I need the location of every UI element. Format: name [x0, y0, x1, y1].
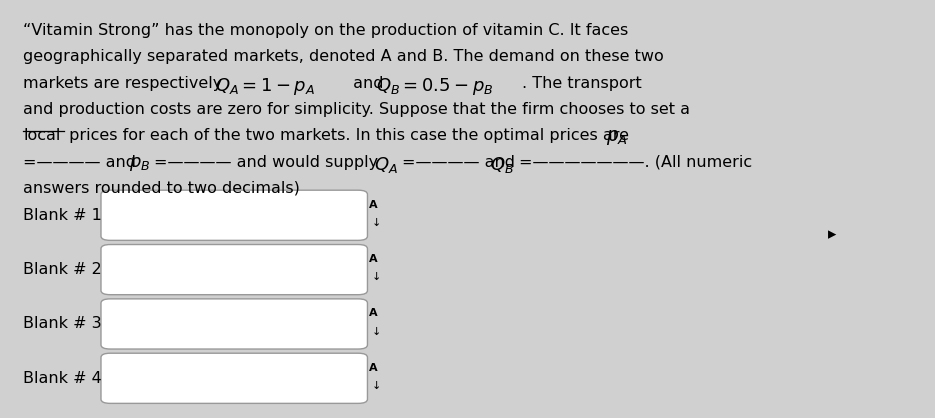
Text: ↓: ↓ — [372, 218, 381, 228]
Text: Blank # 2: Blank # 2 — [23, 262, 102, 277]
Text: and production costs are zero for simplicity. Suppose that the firm chooses to s: and production costs are zero for simpli… — [23, 102, 690, 117]
Text: Blank # 4: Blank # 4 — [23, 371, 102, 386]
Text: =———— and: =———— and — [402, 155, 520, 170]
Text: “Vitamin Strong” has the monopoly on the production of vitamin C. It faces: “Vitamin Strong” has the monopoly on the… — [23, 23, 628, 38]
Text: ↓: ↓ — [372, 381, 381, 391]
Text: . The transport: . The transport — [522, 76, 641, 91]
Text: A: A — [369, 363, 378, 373]
Text: local: local — [23, 128, 61, 143]
Text: =———— and would supply: =———— and would supply — [154, 155, 383, 170]
Text: $Q_A = 1 - p_A$: $Q_A = 1 - p_A$ — [215, 76, 315, 97]
Text: and: and — [348, 76, 388, 91]
Text: $Q_B = 0.5 - p_B$: $Q_B = 0.5 - p_B$ — [376, 76, 494, 97]
Text: ↓: ↓ — [372, 326, 381, 336]
Text: markets are respectively: markets are respectively — [23, 76, 228, 91]
Text: $p_A$: $p_A$ — [606, 128, 628, 147]
Text: $Q_A$: $Q_A$ — [374, 155, 398, 175]
Text: =———— and: =———— and — [23, 155, 141, 170]
Text: Blank # 1: Blank # 1 — [23, 208, 102, 223]
Text: ↓: ↓ — [372, 272, 381, 282]
Text: $p_B$: $p_B$ — [129, 155, 151, 173]
Text: ▸: ▸ — [827, 225, 836, 243]
Text: =———————. (All numeric: =———————. (All numeric — [519, 155, 752, 170]
Text: $Q_B$: $Q_B$ — [490, 155, 514, 175]
Text: answers rounded to two decimals): answers rounded to two decimals) — [23, 181, 300, 196]
Text: Blank # 3: Blank # 3 — [23, 316, 102, 331]
Text: A: A — [369, 308, 378, 319]
Text: A: A — [369, 200, 378, 210]
Text: A: A — [369, 254, 378, 264]
Text: prices for each of the two markets. In this case the optimal prices are: prices for each of the two markets. In t… — [64, 128, 634, 143]
Text: geographically separated markets, denoted A and B. The demand on these two: geographically separated markets, denote… — [23, 49, 664, 64]
